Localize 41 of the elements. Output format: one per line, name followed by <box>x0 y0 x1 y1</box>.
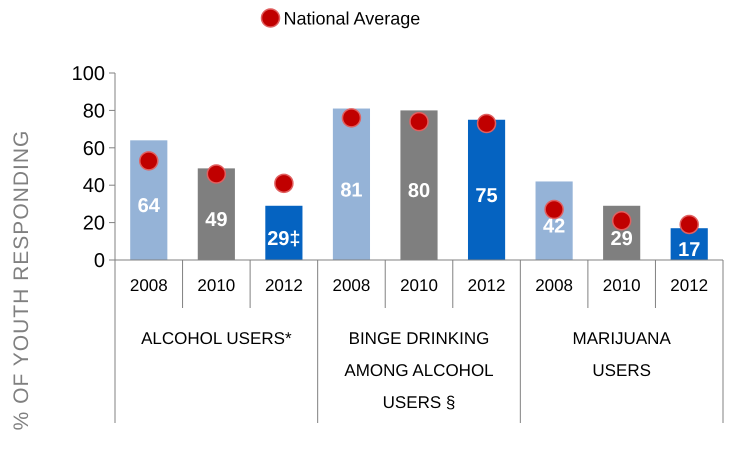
y-tick-label: 100 <box>72 63 105 85</box>
bar <box>130 140 168 260</box>
point <box>139 151 159 171</box>
point <box>679 214 699 234</box>
text: ALCOHOL USERS* <box>141 329 292 348</box>
data-label: 75 <box>475 184 498 207</box>
data-label: 80 <box>408 180 430 202</box>
y-tick-label: 40 <box>82 175 105 198</box>
x-tick-label: 2008 <box>332 276 370 295</box>
x-tick-label: 2012 <box>264 276 303 295</box>
data-label: 29‡ <box>267 228 301 250</box>
y-tick-label: 60 <box>82 138 105 160</box>
point <box>409 112 429 132</box>
point <box>544 200 564 220</box>
bar <box>468 120 506 260</box>
data-label: 29 <box>610 228 633 250</box>
y-axis-title: % OF YOUTH RESPONDING <box>10 130 33 430</box>
x-tick-label: 2012 <box>670 276 708 295</box>
y-tick-label: 20 <box>82 212 105 235</box>
point <box>206 164 226 184</box>
point <box>476 114 496 134</box>
x-tick-label: 2012 <box>468 276 506 295</box>
data-label: 42 <box>542 216 566 238</box>
data-label: 64 <box>138 195 161 218</box>
text: MARIJUANA USERS <box>572 329 672 380</box>
data-label: 49 <box>205 209 228 232</box>
legend-label: National Average <box>284 8 420 28</box>
point <box>612 210 632 230</box>
x-tick-label: 2008 <box>130 276 168 295</box>
text: BINGE DRINKING AMONG ALCOHOL USERS § <box>344 329 494 412</box>
x-tick-label: 2010 <box>400 276 438 295</box>
x-tick-label: 2010 <box>197 276 236 295</box>
data-label: 81 <box>340 179 363 202</box>
point <box>342 108 362 128</box>
y-tick-label: 80 <box>82 100 105 122</box>
bar <box>332 108 370 260</box>
x-tick-label: 2008 <box>535 276 574 295</box>
point <box>274 174 294 194</box>
x-tick-label: 2010 <box>602 276 641 295</box>
data-label: 17 <box>678 239 700 262</box>
y-tick-label: 0 <box>94 250 105 272</box>
